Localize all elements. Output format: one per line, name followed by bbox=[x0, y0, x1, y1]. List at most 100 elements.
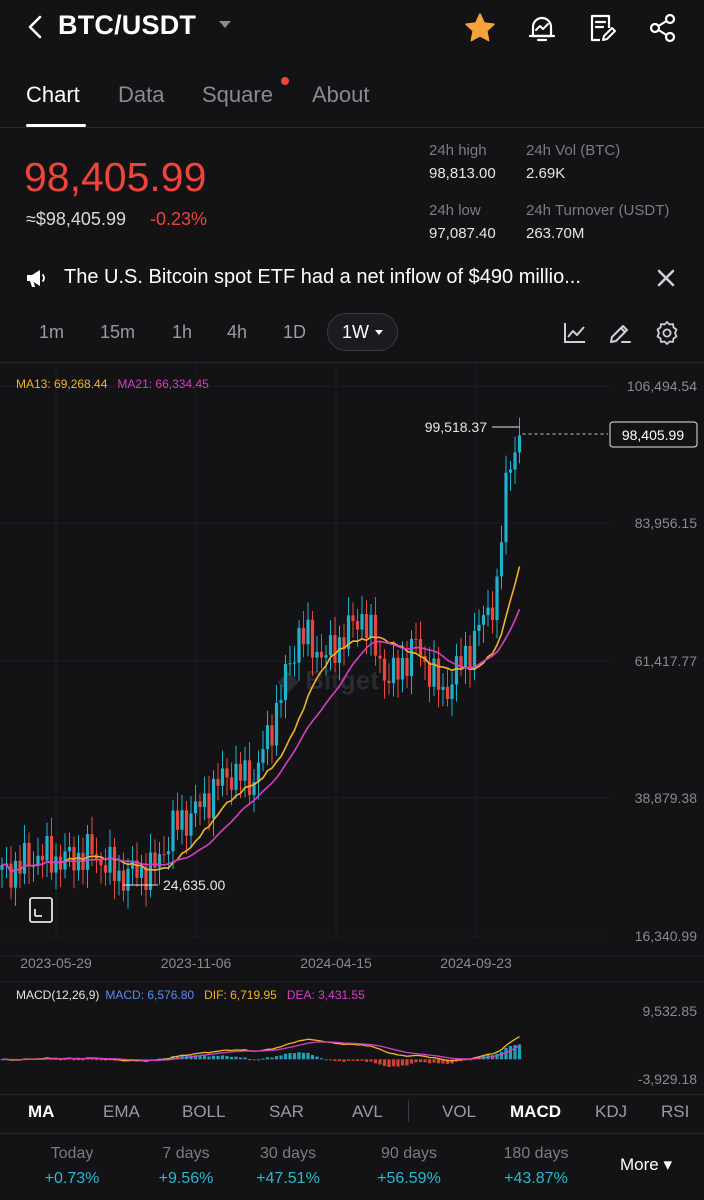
indicator-boll[interactable]: BOLL bbox=[182, 1102, 226, 1121]
indicator-ema[interactable]: EMA bbox=[103, 1102, 140, 1121]
macd-bar bbox=[405, 1059, 409, 1066]
active-tab-indicator bbox=[26, 124, 86, 127]
macd-bar bbox=[445, 1059, 450, 1065]
candle-body bbox=[189, 813, 193, 836]
candle-body bbox=[432, 658, 436, 687]
candle-body bbox=[144, 866, 148, 890]
price-axis-label: 106,494.54 bbox=[627, 378, 697, 394]
candle-body bbox=[508, 469, 513, 473]
macd-histogram bbox=[0, 1044, 522, 1068]
candlestick-chart[interactable]: ◆ Bitget 106,494.54 83,956.15 61,417.77 38,… bbox=[0, 364, 704, 1094]
ma21-line bbox=[1, 608, 521, 874]
stat-vol-value: 2.69K bbox=[526, 165, 566, 182]
indicator-ma[interactable]: MA bbox=[28, 1102, 55, 1121]
chart-grid bbox=[0, 364, 610, 939]
indicator-avl[interactable]: AVL bbox=[352, 1102, 383, 1121]
tab-data[interactable]: Data bbox=[118, 82, 165, 107]
candle-body bbox=[450, 684, 454, 700]
news-ticker[interactable]: The U.S. Bitcoin spot ETF had a net infl… bbox=[64, 266, 581, 288]
perf-180d-label: 180 days bbox=[503, 1145, 569, 1162]
candle-body bbox=[315, 651, 319, 658]
indicator-macd[interactable]: MACD bbox=[510, 1102, 561, 1121]
indicator-kdj[interactable]: KDJ bbox=[595, 1102, 628, 1121]
timeframe-1d[interactable]: 1D bbox=[283, 322, 307, 342]
candle-body bbox=[306, 619, 310, 645]
indicator-chart-icon[interactable] bbox=[562, 320, 588, 346]
notes-icon[interactable] bbox=[585, 11, 619, 45]
candle-body bbox=[18, 860, 22, 874]
price-alert-icon[interactable] bbox=[525, 11, 559, 45]
tab-about[interactable]: About bbox=[312, 82, 370, 107]
candle-body bbox=[103, 865, 108, 873]
date-axis-label: 2023-05-29 bbox=[20, 955, 92, 971]
draw-pen-icon[interactable] bbox=[607, 320, 633, 346]
macd-bar bbox=[490, 1055, 495, 1060]
fullscreen-icon[interactable] bbox=[29, 897, 53, 923]
date-axis-label: 2024-09-23 bbox=[440, 955, 512, 971]
candle-body bbox=[171, 810, 175, 852]
candle-body bbox=[382, 658, 387, 681]
macd-bar bbox=[310, 1054, 315, 1060]
star-icon[interactable] bbox=[463, 11, 497, 45]
macd-title: MACD(12,26,9) bbox=[16, 988, 100, 1002]
macd-bar bbox=[441, 1059, 445, 1064]
candle-body bbox=[139, 866, 144, 878]
indicator-rsi[interactable]: RSI bbox=[661, 1102, 690, 1121]
timeframe-1m[interactable]: 1m bbox=[39, 322, 65, 342]
price-axis-label: 61,417.77 bbox=[635, 653, 697, 669]
macd-bar bbox=[409, 1059, 414, 1064]
candle-body bbox=[63, 851, 67, 870]
indicator-vol[interactable]: VOL bbox=[442, 1102, 477, 1121]
candle-body bbox=[9, 863, 13, 888]
macd-bar bbox=[0, 1059, 4, 1061]
candle-body bbox=[495, 576, 499, 621]
candles-layer bbox=[0, 417, 522, 909]
macd-bar bbox=[243, 1057, 247, 1060]
macd-bar bbox=[346, 1059, 351, 1061]
perf-90d-label: 90 days bbox=[380, 1145, 438, 1162]
price-axis-label: 83,956.15 bbox=[635, 515, 697, 531]
macd-bar bbox=[499, 1051, 504, 1060]
macd-bar bbox=[387, 1059, 391, 1068]
tab-square[interactable]: Square bbox=[202, 82, 273, 107]
candle-body bbox=[247, 760, 252, 796]
stat-turnover-label: 24h Turnover (USDT) bbox=[526, 202, 670, 219]
candle-body bbox=[409, 638, 414, 677]
candle-body bbox=[193, 801, 198, 814]
gear-icon[interactable] bbox=[654, 320, 680, 346]
candle-body bbox=[112, 846, 117, 882]
timeframe-1h[interactable]: 1h bbox=[172, 322, 193, 342]
timeframe-1w-selector[interactable]: 1W bbox=[327, 313, 398, 351]
change-percent: -0.23% bbox=[150, 209, 208, 229]
trading-pair-title[interactable]: BTC/USDT bbox=[58, 10, 197, 40]
close-icon[interactable] bbox=[654, 266, 678, 290]
macd-bar bbox=[301, 1052, 306, 1060]
macd-bar bbox=[279, 1055, 283, 1060]
caret-down-icon[interactable] bbox=[217, 14, 233, 34]
candle-body bbox=[310, 619, 315, 658]
candle-body bbox=[279, 700, 283, 703]
macd-bar bbox=[198, 1055, 202, 1060]
macd-bar bbox=[508, 1046, 513, 1060]
macd-axis: 9,532.85 -3,929.18 bbox=[638, 1003, 697, 1087]
date-axis: 2023-05-29 2023-11-06 2024-04-15 2024-09-23 bbox=[20, 955, 512, 971]
timeframe-15m[interactable]: 15m bbox=[100, 322, 136, 342]
candle-body bbox=[31, 866, 36, 868]
macd-bar bbox=[351, 1059, 355, 1061]
indicator-sar[interactable]: SAR bbox=[269, 1102, 304, 1121]
last-price: 98,405.99 bbox=[24, 154, 207, 200]
stat-turnover-value: 263.70M bbox=[526, 225, 585, 242]
macd-bar bbox=[315, 1056, 319, 1060]
timeframe-4h[interactable]: 4h bbox=[227, 322, 248, 342]
price-axis-label: 16,340.99 bbox=[635, 928, 697, 944]
share-icon[interactable] bbox=[646, 11, 680, 45]
candle-body bbox=[256, 762, 261, 783]
macd-bar bbox=[274, 1056, 279, 1060]
macd-bar bbox=[328, 1059, 333, 1061]
back-icon[interactable] bbox=[22, 12, 50, 42]
tab-chart[interactable]: Chart bbox=[26, 82, 80, 107]
more-button[interactable]: More ▾ bbox=[620, 1155, 672, 1174]
macd-value: MACD: 6,576.80 bbox=[105, 988, 195, 1002]
macd-bar bbox=[324, 1059, 328, 1061]
perf-today-label: Today bbox=[50, 1145, 94, 1162]
